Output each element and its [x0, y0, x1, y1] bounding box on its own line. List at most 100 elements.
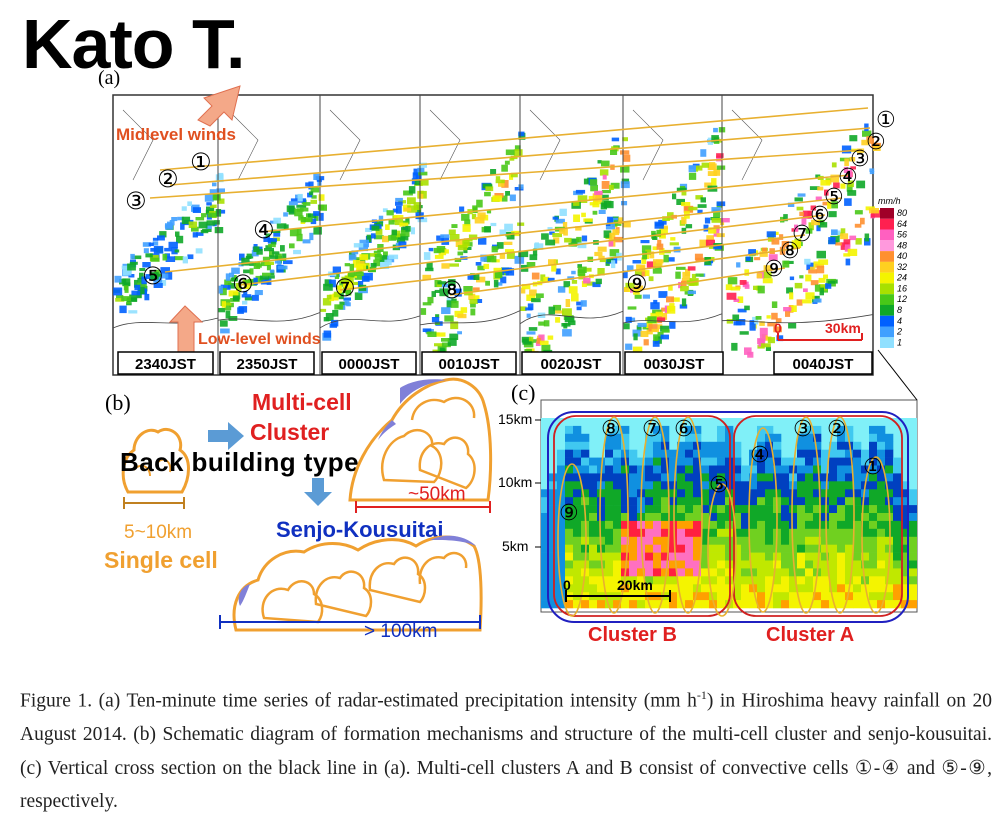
- colorbar-tick-10: 4: [897, 316, 902, 326]
- radar-map-7: [721, 109, 881, 358]
- cluster-b-box: [553, 415, 731, 617]
- scale-start: 0: [774, 320, 782, 336]
- midlevel-winds-label: Midlevel winds: [116, 125, 236, 144]
- senjo-label: Senjo-Kousuitai: [276, 517, 443, 542]
- connector-line: [877, 349, 918, 401]
- cross-scale-start: 0: [563, 577, 571, 593]
- cell-5-label: ⑤: [142, 262, 164, 290]
- colorbar-swatch-12: [880, 337, 894, 348]
- time-label-6: 0040JST: [793, 356, 854, 373]
- author-title: Kato T.: [22, 5, 245, 83]
- caption-text-2: ) in Hiroshima heavy rainfall on 20 Augu…: [20, 690, 992, 813]
- last-cell-3: ③: [850, 147, 870, 172]
- colorbar-tick-5: 32: [897, 262, 907, 272]
- time-box-6: [773, 351, 873, 375]
- time-box-4: [521, 351, 621, 375]
- midlevel-wind-arrow: [197, 85, 241, 127]
- single-cell-shape: [121, 427, 190, 509]
- ytick-15: 15km: [498, 411, 532, 427]
- arrow-to-cluster: [208, 422, 244, 450]
- colorbar-swatch-5: [880, 261, 894, 273]
- xcell-9: ⑨: [559, 501, 579, 526]
- caption-text: Figure 1. (a) Ten-minute time series of …: [20, 690, 697, 712]
- xcell-8: ⑧: [601, 417, 621, 442]
- xcell-4: ④: [750, 443, 770, 468]
- senjo-shape: [219, 535, 483, 632]
- last-cell-2: ②: [866, 130, 886, 155]
- cluster-size: ~50km: [408, 484, 466, 505]
- radar-frame: [112, 94, 874, 376]
- colorbar-tick-6: 24: [896, 273, 907, 283]
- time-label-2: 0000JST: [339, 356, 400, 373]
- colorbar-swatch-6: [880, 272, 894, 284]
- time-label-3: 0010JST: [439, 356, 500, 373]
- cross-cell-labels: ⑧ ⑦ ⑥ ⑤ ⑨ ④ ③ ② ①: [559, 417, 883, 526]
- cell-2-label: ②: [157, 165, 179, 193]
- colorbar-tick-8: 12: [897, 294, 907, 304]
- colorbar-tick-3: 48: [897, 240, 907, 250]
- figure-caption: Figure 1. (a) Ten-minute time series of …: [20, 679, 992, 819]
- time-label-1: 2350JST: [237, 356, 298, 373]
- xcell-1: ①: [863, 455, 883, 480]
- cell-labels-first: ① ② ③ ④ ⑤ ⑥ ⑦ ⑧ ⑨: [125, 148, 648, 304]
- xcell-5: ⑤: [709, 473, 729, 498]
- cell-7-label: ⑦: [334, 274, 356, 302]
- time-box-3: [421, 351, 517, 375]
- colorbar-tick-11: 2: [896, 327, 902, 337]
- senjo-size: > 100km: [364, 621, 437, 642]
- colorbar-swatch-3: [880, 240, 894, 252]
- last-cell-8: ⑧: [780, 239, 800, 264]
- panel-b-label: (b): [105, 390, 131, 415]
- last-cell-5: ⑤: [824, 185, 844, 210]
- colorbar-tick-9: 8: [897, 305, 902, 315]
- single-cell-size: 5~10km: [124, 522, 192, 543]
- arrow-to-senjo: [304, 478, 332, 506]
- colorbar-tick-7: 16: [897, 284, 907, 294]
- y-axis-ticks: 15km 10km 5km: [498, 411, 541, 554]
- ytick-5: 5km: [502, 538, 528, 554]
- time-box-2: [321, 351, 417, 375]
- time-label-4: 0020JST: [541, 356, 602, 373]
- colorbar-tick-2: 56: [897, 230, 907, 240]
- last-cell-9: ⑨: [764, 257, 784, 282]
- colorbar-swatch-9: [880, 304, 894, 316]
- cell-labels-last: ① ② ③ ④ ⑤ ⑥ ⑦ ⑧ ⑨: [764, 108, 896, 282]
- xcell-3: ③: [793, 417, 813, 442]
- cell-ellipses: [557, 416, 891, 617]
- radar-maps: [112, 95, 881, 375]
- radar-map-4: [419, 109, 529, 358]
- xcell-6: ⑥: [674, 417, 694, 442]
- time-label-0: 2340JST: [135, 356, 196, 373]
- last-cell-4: ④: [838, 165, 858, 190]
- last-cell-1: ①: [876, 108, 896, 133]
- cross-scale: 0 20km: [563, 577, 671, 602]
- colorbar-swatch-4: [880, 251, 894, 262]
- colorbar-tick-1: 64: [897, 219, 907, 229]
- cross-scale-end: 20km: [617, 577, 653, 593]
- colorbar-tick-0: 80: [897, 208, 907, 218]
- colorbar-swatch-1: [880, 218, 894, 230]
- caption-sup: -1: [696, 688, 707, 702]
- colorbar-swatch-7: [880, 283, 894, 295]
- colorbar-swatch-8: [880, 294, 894, 305]
- panel-a-label: (a): [98, 67, 120, 89]
- cell-3-label: ③: [125, 187, 147, 215]
- senjo-outline: [547, 411, 909, 623]
- multicell-label-1: Multi-cell: [252, 389, 352, 415]
- radar-map-5: [519, 109, 631, 358]
- scale-end: 30km: [825, 320, 861, 336]
- colorbar-tick-12: 1: [897, 337, 902, 347]
- last-cell-6: ⑥: [810, 203, 830, 228]
- time-labels: 2340JST 2350JST 0000JST 0010JST 0020JST 0030J…: [117, 351, 873, 375]
- panel-c-label: (c): [511, 380, 535, 405]
- cluster-b-label: Cluster B: [588, 624, 677, 646]
- figure-1: (a) Midlevel winds Low-level winds ① ② ③…: [98, 67, 918, 646]
- cell-8-label: ⑧: [441, 276, 463, 304]
- multicell-cluster-shape: [348, 377, 493, 513]
- xcell-2: ②: [827, 417, 847, 442]
- cell-track-lines: [149, 107, 871, 296]
- cell-4-label: ④: [253, 216, 275, 244]
- panel-a: (a) Midlevel winds Low-level winds ① ② ③…: [98, 67, 907, 376]
- lowlevel-winds-label: Low-level winds: [198, 331, 321, 348]
- time-box-5: [624, 351, 724, 375]
